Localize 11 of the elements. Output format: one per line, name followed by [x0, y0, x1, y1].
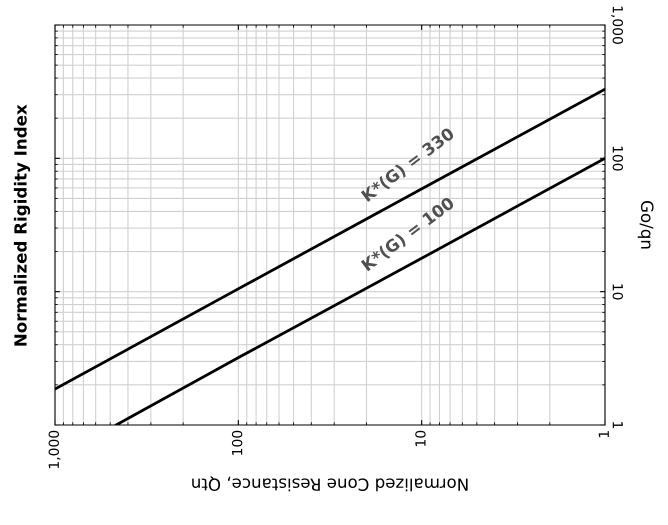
y-tick-label: 1: [612, 422, 623, 428]
x-axis-title: Normalized Cone Resistance, Qtn: [192, 476, 468, 492]
x-tick-label: 1,000: [48, 430, 60, 468]
x-tick-label: 10: [415, 430, 426, 446]
y-tick-label: 1,000: [611, 6, 624, 44]
y-axis-title: Go/qn: [638, 201, 654, 249]
y-tick-label: 10: [612, 284, 624, 300]
text: Normalized Rigidity Index: [14, 104, 30, 346]
x-tick-label: 1: [598, 431, 609, 438]
x-tick-label: 100: [232, 430, 242, 455]
y-tick-label: 100: [612, 146, 624, 171]
